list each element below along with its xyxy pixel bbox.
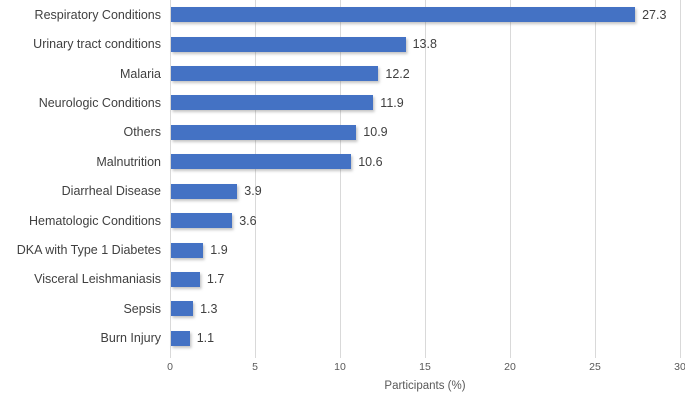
x-tick-label: 20 — [504, 361, 516, 373]
value-label: 27.3 — [642, 7, 667, 22]
bar — [171, 7, 636, 23]
bar — [171, 36, 406, 52]
category-label: Diarrheal Disease — [61, 184, 161, 199]
x-tick-label: 30 — [674, 361, 685, 373]
x-tick-label: 15 — [419, 361, 431, 373]
bar — [171, 271, 200, 287]
value-label: 12.2 — [385, 66, 410, 81]
category-label: Urinary tract conditions — [33, 37, 161, 52]
gridline — [595, 0, 596, 358]
category-label: Hematologic Conditions — [28, 213, 161, 228]
value-label: 11.9 — [380, 95, 404, 110]
bar — [171, 330, 190, 346]
bar — [171, 124, 357, 140]
x-axis-title: Participants (%) — [384, 380, 466, 392]
x-tick-label: 5 — [252, 361, 258, 373]
category-label: DKA with Type 1 Diabetes — [16, 243, 161, 258]
category-label: Neurologic Conditions — [38, 95, 161, 110]
bar — [171, 154, 352, 170]
value-label: 10.9 — [363, 125, 388, 140]
value-label: 3.6 — [239, 213, 257, 228]
x-tick-label: 0 — [167, 361, 173, 373]
category-label: Malaria — [120, 66, 161, 81]
gridline — [255, 0, 256, 358]
gridline — [340, 0, 341, 358]
bar — [171, 66, 379, 82]
x-tick-label: 10 — [334, 361, 346, 373]
gridline — [170, 0, 171, 358]
category-label: Others — [123, 125, 161, 140]
category-label: Sepsis — [123, 301, 161, 316]
value-label: 1.7 — [206, 272, 225, 287]
bar — [171, 301, 194, 317]
value-label: 3.9 — [244, 184, 262, 199]
gridline — [425, 0, 426, 358]
value-label: 10.6 — [358, 154, 383, 169]
x-tick-label: 25 — [589, 361, 601, 373]
value-label: 13.8 — [412, 37, 437, 52]
category-label: Malnutrition — [96, 154, 161, 169]
value-label: 1.9 — [210, 243, 228, 258]
category-label: Visceral Leishmaniasis — [34, 272, 161, 287]
gridline — [510, 0, 511, 358]
bar — [171, 242, 204, 258]
value-label: 1.1 — [196, 331, 215, 346]
category-label: Respiratory Conditions — [34, 7, 161, 22]
bar — [171, 95, 374, 111]
gridline — [680, 0, 681, 358]
category-label: Burn Injury — [100, 331, 161, 346]
bar — [171, 183, 238, 199]
value-label: 1.3 — [200, 301, 218, 316]
bar — [171, 213, 233, 229]
